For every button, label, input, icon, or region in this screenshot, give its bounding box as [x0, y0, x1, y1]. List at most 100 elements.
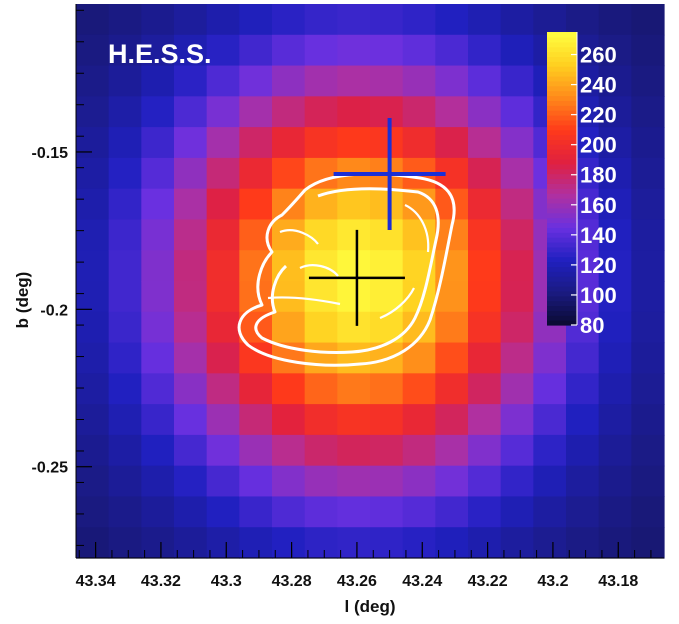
colorbar-tick-label: 200: [580, 133, 617, 158]
map-cell: [141, 96, 175, 128]
map-cell: [239, 127, 273, 159]
map-cell: [108, 157, 142, 190]
y-tick-label: -0.25: [32, 460, 69, 477]
map-cell: [337, 311, 371, 344]
map-cell: [598, 188, 632, 221]
map-cell: [533, 434, 567, 467]
colorbar: 80 100 120 140 160 180 200 220 240 260: [547, 32, 617, 338]
map-cell: [108, 527, 142, 559]
colorbar-tick-label: 80: [580, 313, 604, 338]
map-cell: [141, 188, 175, 221]
map-cell: [566, 373, 600, 405]
colorbar-segment: [547, 188, 577, 194]
map-cell: [402, 496, 436, 528]
map-cell: [631, 96, 665, 128]
map-cell: [598, 434, 632, 467]
x-tick-label: 43.3: [211, 573, 242, 590]
map-cell: [206, 34, 240, 67]
map-cell: [239, 157, 273, 190]
colorbar-segment: [547, 315, 577, 321]
map-cell: [598, 465, 632, 498]
map-cell: [337, 496, 371, 528]
map-cell: [76, 496, 110, 528]
colorbar-segment: [547, 32, 577, 38]
map-cell: [272, 404, 306, 436]
contour-line: [254, 187, 440, 354]
map-cell: [239, 527, 273, 559]
map-cell: [435, 342, 469, 374]
map-cell: [533, 527, 567, 559]
map-cell: [174, 434, 208, 467]
map-cell: [500, 465, 534, 498]
map-cell: [402, 465, 436, 498]
colorbar-segment: [547, 285, 577, 292]
map-cell: [239, 404, 273, 436]
map-cell: [141, 373, 175, 405]
map-cell: [174, 496, 208, 528]
map-cell: [598, 250, 632, 282]
map-cell: [239, 65, 273, 97]
map-cell: [435, 311, 469, 344]
map-cell: [435, 496, 469, 528]
source-position-markers: [308, 117, 446, 326]
map-cell: [631, 250, 665, 282]
map-cell: [468, 250, 502, 282]
map-cell: [370, 404, 404, 436]
map-cell: [402, 34, 436, 67]
map-cell: [598, 65, 632, 97]
map-cell: [468, 342, 502, 374]
colorbar-tick-label: 160: [580, 193, 617, 218]
map-cell: [337, 65, 371, 97]
colorbar-segment: [547, 241, 577, 248]
map-cell: [566, 342, 600, 374]
map-cell: [468, 219, 502, 251]
map-cell: [108, 342, 142, 374]
map-cell: [370, 219, 404, 251]
map-cell: [598, 157, 632, 190]
map-cell: [435, 373, 469, 405]
map-cell: [500, 127, 534, 159]
map-cell: [468, 465, 502, 498]
map-cell: [468, 311, 502, 344]
map-cell: [174, 465, 208, 498]
colorbar-segment: [547, 246, 577, 253]
map-cell: [304, 342, 338, 374]
map-cell: [435, 127, 469, 159]
colorbar-tick-label: 260: [580, 43, 617, 68]
map-cell: [566, 4, 600, 36]
colorbar-segment: [547, 110, 577, 116]
map-cell: [304, 434, 338, 467]
map-cell: [533, 4, 567, 36]
map-cell: [337, 188, 371, 221]
map-cell: [402, 527, 436, 559]
map-cell: [598, 96, 632, 128]
map-cell: [108, 65, 142, 97]
map-cell: [631, 65, 665, 97]
colorbar-segment: [547, 56, 577, 62]
map-cell: [108, 281, 142, 313]
map-cell: [500, 65, 534, 97]
colorbar-segment: [547, 144, 577, 150]
map-cell: [468, 404, 502, 436]
map-cell: [468, 4, 502, 36]
map-cell: [468, 188, 502, 221]
map-cell: [468, 281, 502, 313]
colorbar-segment: [547, 163, 577, 170]
colorbar-segment: [547, 154, 577, 160]
map-cell: [337, 527, 371, 559]
map-cell: [206, 281, 240, 313]
map-cell: [76, 4, 110, 36]
map-cell: [500, 311, 534, 344]
map-cell: [370, 373, 404, 405]
map-cell: [304, 34, 338, 67]
map-cell: [500, 96, 534, 128]
colorbar-segment: [547, 320, 577, 326]
contour-line: [299, 264, 339, 277]
map-cell: [402, 219, 436, 251]
colorbar-segment: [547, 85, 577, 92]
map-cell: [566, 465, 600, 498]
map-cell: [76, 34, 110, 67]
contour-line: [237, 172, 456, 367]
map-cell: [272, 127, 306, 159]
